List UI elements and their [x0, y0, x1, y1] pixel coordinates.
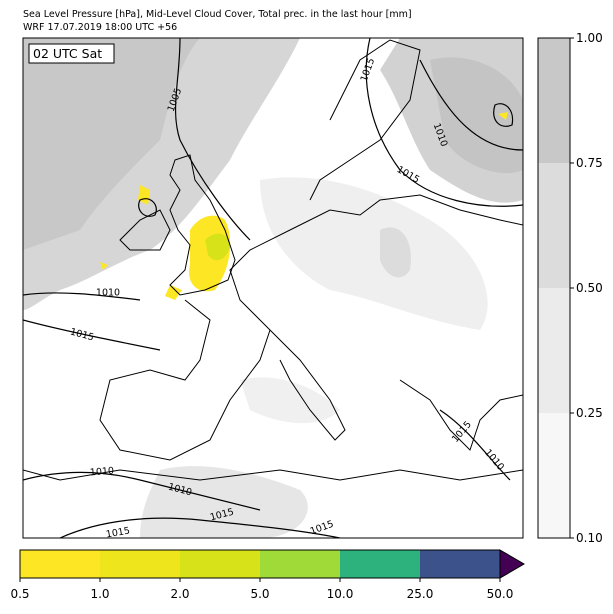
colorbar-segment [180, 550, 260, 578]
tick-label: 50.0 [487, 587, 514, 601]
precip-colorbar: 0.5 1.0 2.0 5.0 10.0 25.0 50.0 [10, 549, 525, 601]
coastlines [23, 39, 523, 481]
tick-label: 25.0 [407, 587, 434, 601]
tick-label: 1.00 [576, 31, 603, 45]
cloud-colorbar: 0.10 0.25 0.50 0.75 1.00 [537, 31, 603, 545]
isobars [23, 38, 523, 538]
colorbar-extend [499, 549, 525, 579]
tick-label: 0.5 [10, 587, 29, 601]
cloud-cover [23, 38, 523, 538]
contour-label: 1010 [96, 288, 120, 299]
colorbar-segment [20, 550, 100, 578]
colorbar-segment [100, 550, 180, 578]
colorbar-segment [420, 550, 500, 578]
map: 1005101510101015101010151010101010151015… [22, 37, 524, 541]
title-line: WRF 17.07.2019 18:00 UTC +56 [23, 22, 177, 33]
colorbar-segment [260, 550, 340, 578]
colorbar-segment [538, 163, 570, 288]
contour-label: 1010 [89, 465, 114, 478]
time-label: 02 UTC Sat [33, 46, 102, 61]
tick-label: 1.0 [90, 587, 109, 601]
tick-label: 0.25 [576, 406, 603, 420]
tick-label: 10.0 [327, 587, 354, 601]
tick-label: 0.10 [576, 531, 603, 545]
colorbar-segment [340, 550, 420, 578]
precipitation [100, 112, 508, 300]
tick-label: 2.0 [170, 587, 189, 601]
colorbar-segment [538, 288, 570, 413]
contour-label: 1015 [105, 525, 131, 540]
tick-label: 0.50 [576, 281, 603, 295]
title-line: Sea Level Pressure [hPa], Mid-Level Clou… [23, 9, 412, 20]
tick-label: 5.0 [250, 587, 269, 601]
tick-label: 0.75 [576, 156, 603, 170]
colorbar-segment [538, 413, 570, 538]
colorbar-segment [538, 38, 570, 163]
